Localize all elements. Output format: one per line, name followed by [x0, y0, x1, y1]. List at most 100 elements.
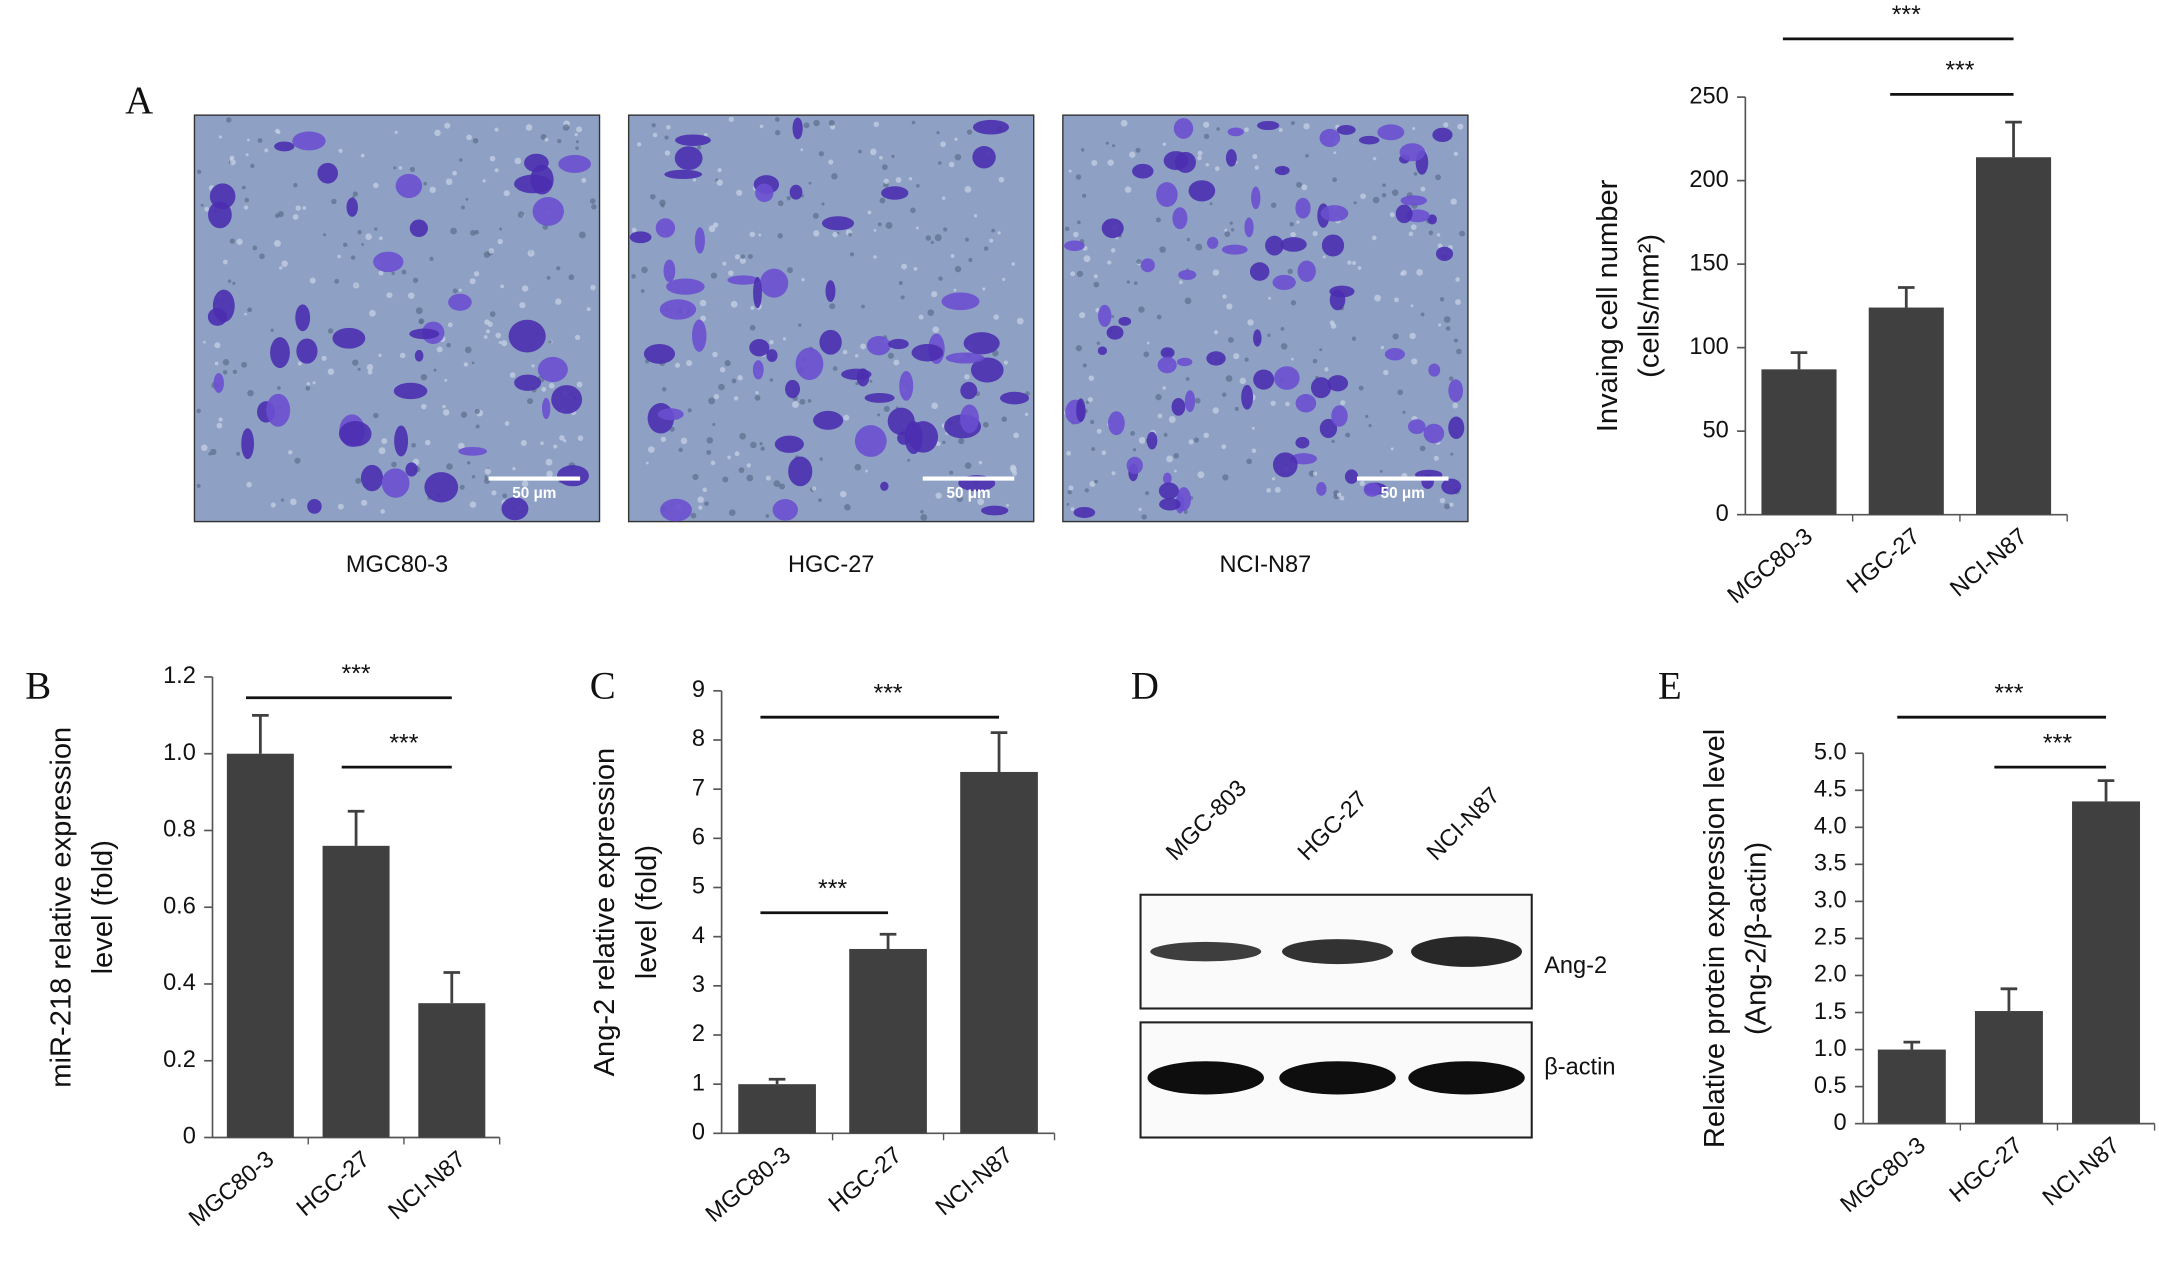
pore — [774, 129, 781, 136]
pore — [1312, 358, 1318, 364]
pore — [738, 467, 745, 473]
pore — [302, 206, 307, 210]
pore — [590, 198, 596, 204]
cell — [1384, 347, 1405, 361]
cell — [981, 505, 1009, 516]
scale-bar-label: 50 μm — [512, 485, 556, 502]
pore — [327, 368, 335, 375]
pore — [1156, 314, 1162, 320]
pore — [867, 210, 872, 215]
pore — [378, 353, 382, 358]
pore — [586, 307, 591, 312]
pore — [327, 328, 334, 334]
pore — [678, 447, 683, 453]
pore — [574, 132, 578, 137]
pore — [418, 318, 425, 325]
pore — [651, 123, 656, 128]
bar — [1877, 1049, 1946, 1124]
pore — [1166, 455, 1174, 463]
pore — [386, 292, 393, 299]
cell — [551, 385, 583, 414]
pore — [1212, 407, 1219, 414]
pore — [1455, 299, 1461, 305]
cell — [1280, 237, 1307, 252]
pore — [1136, 259, 1142, 265]
pore — [934, 234, 942, 242]
pore — [472, 137, 479, 144]
pore — [1101, 450, 1107, 456]
error-bar — [2000, 987, 2018, 1012]
pore — [1091, 447, 1096, 452]
pore — [295, 205, 301, 211]
cell — [1274, 165, 1290, 176]
pore — [1372, 157, 1377, 161]
pore — [210, 448, 217, 456]
cell — [821, 216, 855, 231]
pore — [489, 155, 496, 162]
pore — [708, 397, 716, 405]
pore — [898, 280, 903, 285]
y-tick-label: 0 — [183, 1123, 196, 1149]
pore — [1120, 119, 1128, 127]
pore — [1197, 471, 1205, 479]
cell — [1158, 482, 1179, 500]
pore — [1270, 202, 1277, 208]
pore — [1351, 336, 1357, 341]
pore — [1009, 464, 1017, 471]
y-axis-label: miR-218 relative expression — [45, 727, 77, 1088]
pore — [712, 422, 716, 427]
pore — [1445, 326, 1451, 331]
cell — [1423, 423, 1445, 444]
cell — [664, 169, 703, 179]
pore — [760, 446, 765, 451]
y-tick-label: 0.2 — [163, 1046, 196, 1072]
pore — [420, 403, 427, 410]
y-tick-label: 0.8 — [163, 816, 196, 842]
pore — [927, 309, 935, 316]
cell — [1428, 363, 1441, 377]
pore — [1168, 416, 1176, 423]
pore — [813, 119, 820, 127]
pore — [1296, 181, 1303, 188]
pore — [495, 332, 502, 339]
pore — [1416, 268, 1423, 276]
pore — [202, 340, 206, 344]
pore — [270, 502, 276, 508]
pore — [1070, 507, 1075, 511]
pore — [1193, 437, 1200, 443]
pore — [692, 178, 697, 182]
pore — [811, 486, 817, 491]
pore — [828, 119, 835, 126]
pore — [527, 398, 534, 405]
pore — [966, 129, 973, 135]
pore — [1227, 336, 1234, 343]
pore — [293, 183, 298, 188]
pore — [828, 159, 834, 165]
cell — [1064, 240, 1085, 252]
pore — [1143, 351, 1150, 358]
pore — [1216, 127, 1220, 131]
pore — [1174, 469, 1177, 473]
pore — [521, 480, 529, 488]
pore — [527, 249, 535, 257]
pore — [710, 272, 718, 279]
pore — [531, 364, 535, 368]
cell — [813, 410, 844, 430]
pore — [750, 305, 755, 310]
cell — [772, 499, 798, 521]
pore — [1244, 127, 1249, 133]
pore — [640, 289, 645, 293]
pore — [241, 361, 248, 368]
pore — [250, 163, 255, 169]
pore — [1233, 353, 1240, 360]
cell — [213, 373, 224, 393]
pore — [873, 228, 877, 232]
pore — [1450, 198, 1457, 205]
pore — [229, 238, 236, 244]
cell — [1297, 260, 1316, 282]
y-tick-label: 1.0 — [1814, 1035, 1847, 1061]
pore — [1110, 248, 1116, 253]
cell — [424, 472, 459, 503]
pore — [509, 372, 516, 378]
